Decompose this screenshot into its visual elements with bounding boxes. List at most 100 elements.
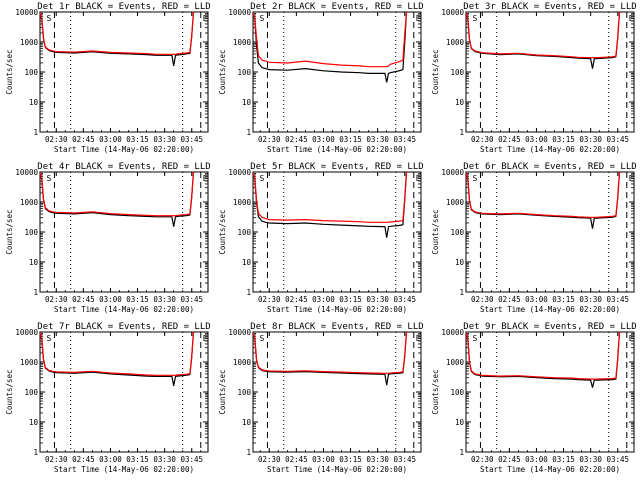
panel-7: Det 7r BLACK = Events, RED = LLD 1 10 100 10… bbox=[5, 322, 211, 474]
panel-9: Det 9r BLACK = Events, RED = LLD 1 10 100 10… bbox=[431, 322, 637, 474]
lld-series-line bbox=[253, 12, 409, 68]
x-tick-label: 03:45 bbox=[393, 135, 416, 144]
x-tick-label: 02:30 bbox=[45, 135, 68, 144]
x-axis-label: Start Time (14-May-06 02:20:00) bbox=[54, 145, 194, 154]
y-tick-label: 10 bbox=[455, 258, 465, 267]
y-tick-label: 100 bbox=[24, 228, 38, 237]
y-tick-label: 10000 bbox=[228, 168, 251, 177]
y-tick-label: 1000 bbox=[446, 198, 465, 207]
x-tick-label: 03:45 bbox=[180, 135, 203, 144]
panel-1: Det 1r BLACK = Events, RED = LLD 1 10 100 10… bbox=[5, 2, 211, 154]
y-tick-label: 1 bbox=[246, 288, 251, 297]
y-tick-label: 100 bbox=[450, 388, 464, 397]
x-tick-label: 03:00 bbox=[312, 295, 335, 304]
start-marker: S bbox=[46, 14, 51, 23]
x-axis-label: Start Time (14-May-06 02:20:00) bbox=[480, 465, 620, 474]
x-tick-label: 02:45 bbox=[72, 295, 95, 304]
x-axis-label: Start Time (14-May-06 02:20:00) bbox=[267, 305, 407, 314]
y-tick-label: 10000 bbox=[15, 168, 38, 177]
end-marker: E bbox=[629, 174, 634, 183]
y-tick-label: 10000 bbox=[228, 8, 251, 17]
y-tick-label: 100 bbox=[450, 68, 464, 77]
y-tick-label: 100 bbox=[24, 68, 38, 77]
y-axis-label: Counts/sec bbox=[218, 209, 227, 254]
end-marker: E bbox=[416, 334, 421, 343]
end-marker: E bbox=[629, 14, 634, 23]
y-tick-label: 100 bbox=[237, 68, 251, 77]
x-tick-label: 03:30 bbox=[366, 135, 389, 144]
y-tick-label: 10000 bbox=[15, 328, 38, 337]
y-tick-label: 10 bbox=[242, 418, 252, 427]
end-marker: E bbox=[203, 14, 208, 23]
events-series-line bbox=[253, 172, 409, 238]
y-tick-label: 1000 bbox=[20, 358, 39, 367]
x-tick-label: 02:45 bbox=[285, 455, 308, 464]
panel-8: Det 8r BLACK = Events, RED = LLD 1 10 100 10… bbox=[218, 322, 424, 474]
start-marker: S bbox=[46, 334, 51, 343]
panel-4: Det 4r BLACK = Events, RED = LLD 1 10 100 10… bbox=[5, 162, 211, 314]
start-marker: S bbox=[472, 174, 477, 183]
lld-series-line bbox=[466, 332, 622, 380]
y-tick-label: 1000 bbox=[233, 198, 252, 207]
y-tick-label: 1 bbox=[33, 128, 38, 137]
x-tick-label: 03:15 bbox=[339, 455, 362, 464]
x-tick-label: 02:30 bbox=[471, 135, 494, 144]
events-series-line bbox=[40, 172, 196, 227]
y-tick-label: 1000 bbox=[446, 38, 465, 47]
y-tick-label: 100 bbox=[450, 228, 464, 237]
y-tick-label: 10000 bbox=[228, 328, 251, 337]
panel-title: Det 5r BLACK = Events, RED = LLD bbox=[250, 162, 423, 172]
y-tick-label: 10000 bbox=[441, 328, 464, 337]
x-tick-label: 03:45 bbox=[393, 295, 416, 304]
x-tick-label: 03:00 bbox=[312, 135, 335, 144]
x-tick-label: 03:30 bbox=[366, 455, 389, 464]
x-axis-label: Start Time (14-May-06 02:20:00) bbox=[480, 305, 620, 314]
lld-series-line bbox=[466, 172, 622, 218]
x-tick-label: 02:45 bbox=[72, 135, 95, 144]
x-tick-label: 03:30 bbox=[579, 135, 602, 144]
start-marker: S bbox=[259, 14, 264, 23]
x-tick-label: 02:30 bbox=[258, 135, 281, 144]
y-tick-label: 10 bbox=[29, 258, 39, 267]
x-tick-label: 03:00 bbox=[525, 135, 548, 144]
events-series-line bbox=[253, 12, 409, 83]
lld-series-line bbox=[253, 332, 409, 374]
y-tick-label: 100 bbox=[237, 388, 251, 397]
x-tick-label: 03:15 bbox=[126, 455, 149, 464]
panel-2: Det 2r BLACK = Events, RED = LLD 1 10 100 10… bbox=[218, 2, 424, 154]
y-tick-label: 1000 bbox=[233, 358, 252, 367]
y-axis-label: Counts/sec bbox=[5, 369, 14, 414]
x-tick-label: 03:00 bbox=[99, 455, 122, 464]
y-tick-label: 1 bbox=[459, 288, 464, 297]
x-tick-label: 03:15 bbox=[552, 135, 575, 144]
x-axis-label: Start Time (14-May-06 02:20:00) bbox=[54, 465, 194, 474]
panel-title: Det 8r BLACK = Events, RED = LLD bbox=[250, 322, 423, 332]
x-tick-label: 03:15 bbox=[126, 295, 149, 304]
panel-title: Det 2r BLACK = Events, RED = LLD bbox=[250, 2, 423, 12]
x-tick-label: 02:45 bbox=[498, 455, 521, 464]
x-tick-label: 03:15 bbox=[552, 455, 575, 464]
end-marker: E bbox=[203, 174, 208, 183]
events-series-line bbox=[40, 332, 196, 387]
x-axis-label: Start Time (14-May-06 02:20:00) bbox=[267, 465, 407, 474]
x-tick-label: 03:15 bbox=[339, 295, 362, 304]
y-tick-label: 100 bbox=[237, 228, 251, 237]
x-tick-label: 02:45 bbox=[498, 135, 521, 144]
x-tick-label: 03:30 bbox=[579, 295, 602, 304]
x-tick-label: 03:15 bbox=[552, 295, 575, 304]
end-marker: E bbox=[629, 334, 634, 343]
start-marker: S bbox=[472, 14, 477, 23]
panel-title: Det 4r BLACK = Events, RED = LLD bbox=[37, 162, 210, 172]
x-tick-label: 03:30 bbox=[153, 135, 176, 144]
y-axis-label: Counts/sec bbox=[218, 369, 227, 414]
y-tick-label: 10 bbox=[242, 98, 252, 107]
y-tick-label: 10000 bbox=[441, 168, 464, 177]
end-marker: E bbox=[416, 14, 421, 23]
x-tick-label: 03:45 bbox=[180, 455, 203, 464]
y-tick-label: 10000 bbox=[441, 8, 464, 17]
x-tick-label: 02:30 bbox=[45, 455, 68, 464]
x-tick-label: 03:45 bbox=[606, 135, 629, 144]
panel-title: Det 7r BLACK = Events, RED = LLD bbox=[37, 322, 210, 332]
start-marker: S bbox=[46, 174, 51, 183]
